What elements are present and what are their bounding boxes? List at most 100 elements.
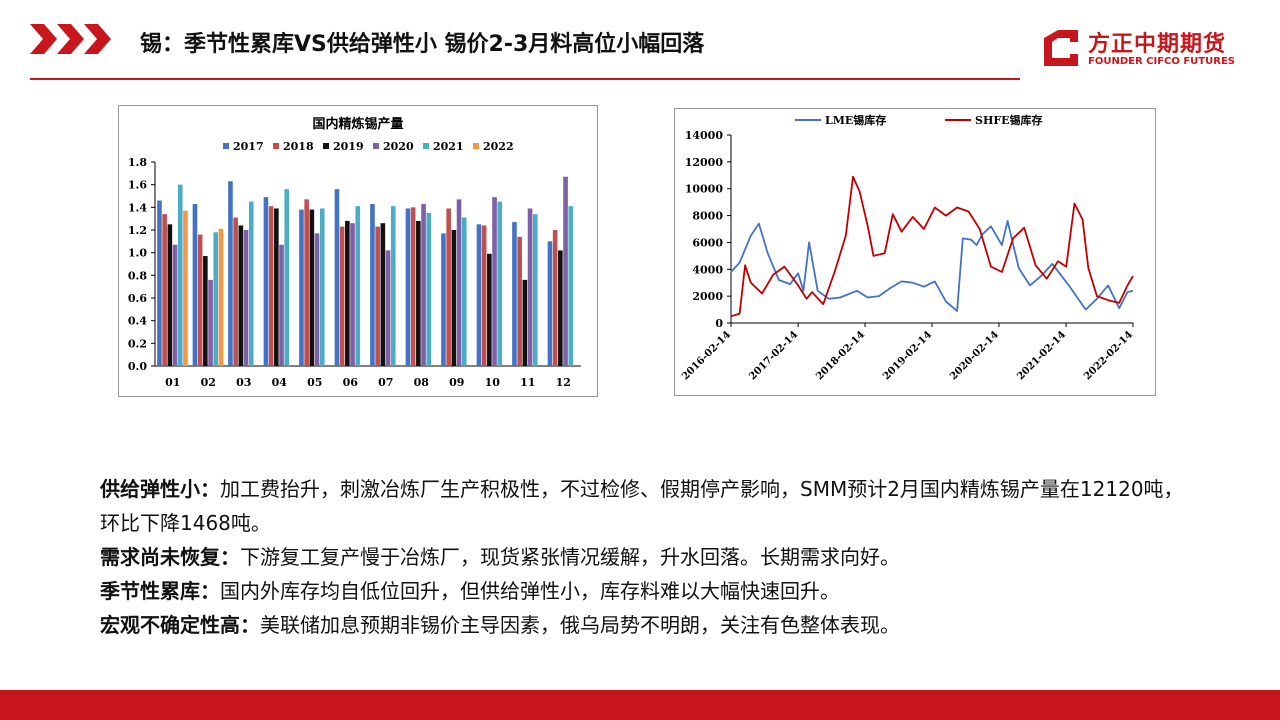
x-tick-label: 2016-02-14	[680, 329, 733, 382]
bullet-supply: 供给弹性小：加工费抬升，刺激冶炼厂生产积极性，不过检修、假期停产影响，SMM预计…	[100, 472, 1200, 540]
bar-2018-09	[446, 208, 451, 366]
bar-2018-01	[162, 214, 167, 366]
legend-label: LME锡库存	[825, 113, 886, 127]
y-tick-label: 6000	[692, 236, 723, 249]
bar-2019-02	[203, 256, 208, 366]
x-tick-label: 08	[414, 376, 430, 389]
x-tick-label: 2020-02-14	[948, 329, 1001, 382]
series-line-shfe	[730, 175, 1134, 318]
x-tick-label: 12	[556, 376, 571, 389]
legend-label: 2017	[233, 140, 264, 153]
x-tick-label: 2017-02-14	[747, 329, 800, 382]
logo-name-en: FOUNDER CIFCO FUTURES	[1088, 56, 1235, 67]
bar-2021-08	[426, 213, 432, 366]
y-tick-label: 8000	[692, 210, 723, 223]
bar-2017-05	[299, 209, 304, 366]
x-tick-label: 11	[520, 376, 535, 389]
bar-2020-07	[385, 250, 391, 366]
bar-2017-01	[157, 200, 162, 366]
bar-2020-11	[527, 208, 533, 366]
bar-2021-03	[248, 201, 254, 366]
bar-2017-11	[512, 222, 517, 366]
bar-2017-03	[228, 181, 233, 366]
legend-swatch	[323, 143, 329, 149]
bar-2019-10	[487, 253, 492, 366]
x-tick-label: 05	[307, 376, 322, 389]
y-tick-label: 4000	[692, 263, 723, 276]
x-tick-label: 03	[236, 376, 251, 389]
x-tick-label: 06	[343, 376, 359, 389]
y-tick-label: 1.4	[128, 201, 147, 214]
bar-2018-04	[268, 206, 274, 366]
bullet-label: 季节性累库：	[100, 579, 220, 603]
bar-2020-05	[314, 233, 320, 366]
x-tick-label: 02	[201, 376, 216, 389]
bar-2019-07	[380, 223, 386, 366]
legend-label: 2019	[333, 140, 364, 153]
analysis-bullets: 供给弹性小：加工费抬升，刺激冶炼厂生产积极性，不过检修、假期停产影响，SMM预计…	[100, 472, 1200, 642]
bullet-seasonal: 季节性累库：国内外库存均自低位回升，但供给弹性小，库存料难以大幅快速回升。	[100, 574, 1200, 608]
bar-chart-svg: 国内精炼锡产量 2017 2018 2019 2020 2021 2022 0.0 0.2 0.4…	[128, 116, 581, 389]
legend-swatch	[423, 143, 429, 149]
bullet-label: 宏观不确定性高：	[100, 613, 260, 637]
bar-2020-08	[421, 203, 426, 366]
bar-2019-01	[167, 224, 173, 366]
legend-swatch	[223, 143, 229, 149]
logo-mark-icon	[1044, 30, 1078, 66]
x-tick-label: 2021-02-14	[1015, 329, 1068, 382]
y-tick-label: 1.2	[128, 224, 147, 237]
bar-2018-06	[339, 226, 345, 366]
y-tick-label: 0.2	[128, 337, 147, 350]
bar-2021-10	[497, 201, 503, 366]
x-tick-label: 2018-02-14	[814, 329, 867, 382]
bar-2021-02	[213, 232, 219, 366]
bar-2019-03	[238, 225, 244, 366]
x-tick-label: 01	[165, 376, 180, 389]
bar-2019-06	[345, 220, 350, 366]
bar-2019-11	[522, 279, 528, 366]
bar-2017-10	[476, 224, 482, 366]
bar-2018-08	[410, 207, 416, 366]
header-divider	[30, 78, 1020, 80]
legend-swatch	[373, 143, 379, 149]
page-title: 锡：季节性累库VS供给弹性小 锡价2-3月料高位小幅回落	[140, 32, 705, 57]
y-tick-label: 1.8	[128, 156, 147, 169]
bar-2021-06	[355, 206, 361, 366]
x-tick-label: 04	[272, 376, 288, 389]
tin-inventory-chart: LME锡库存 SHFE锡库存 0 2000 4000 6000 8000 10000 12000…	[674, 108, 1156, 396]
bar-2019-12	[558, 250, 563, 366]
legend-swatch	[273, 143, 279, 149]
bar-2019-05	[309, 209, 315, 366]
x-tick-label: 2022-02-14	[1082, 329, 1135, 382]
bar-2020-06	[350, 223, 355, 366]
refined-tin-output-chart: 国内精炼锡产量 2017 2018 2019 2020 2021 2022 0.0 0.2 0.4…	[118, 105, 598, 397]
bar-2021-01	[177, 184, 183, 366]
bar-2017-06	[334, 189, 340, 366]
legend-label: 2020	[383, 140, 414, 153]
y-tick-label: 1.6	[128, 179, 147, 192]
bar-2017-04	[263, 197, 269, 366]
bar-2019-09	[451, 230, 457, 366]
y-tick-label: 2000	[692, 290, 723, 303]
bar-2020-10	[492, 197, 497, 366]
bar-2021-12	[568, 206, 574, 366]
bullet-text: 美联储加息预期非锡价主导因素，俄乌局势不明朗，关注有色整体表现。	[260, 613, 900, 637]
bullet-label: 需求尚未恢复：	[100, 545, 240, 569]
bar-2020-04	[279, 244, 284, 366]
bar-2021-05	[319, 208, 325, 366]
bar-2018-07	[375, 226, 380, 366]
bar-2021-11	[532, 214, 538, 366]
header-arrows-icon	[30, 24, 111, 54]
bar-2021-09	[461, 217, 467, 366]
bar-2020-09	[456, 199, 462, 366]
bar-2017-02	[192, 203, 198, 366]
y-tick-label: 1.0	[128, 247, 147, 260]
bar-2017-07	[370, 203, 375, 366]
y-tick-label: 0.0	[128, 360, 147, 373]
bar-2021-04	[284, 189, 290, 366]
bar-2017-09	[441, 233, 446, 366]
bar-2018-03	[233, 217, 238, 366]
logo-name-cn: 方正中期期货	[1088, 32, 1227, 57]
bar-2020-01	[172, 244, 178, 366]
line-chart-svg: LME锡库存 SHFE锡库存 0 2000 4000 6000 8000 10000 12000…	[680, 113, 1135, 382]
